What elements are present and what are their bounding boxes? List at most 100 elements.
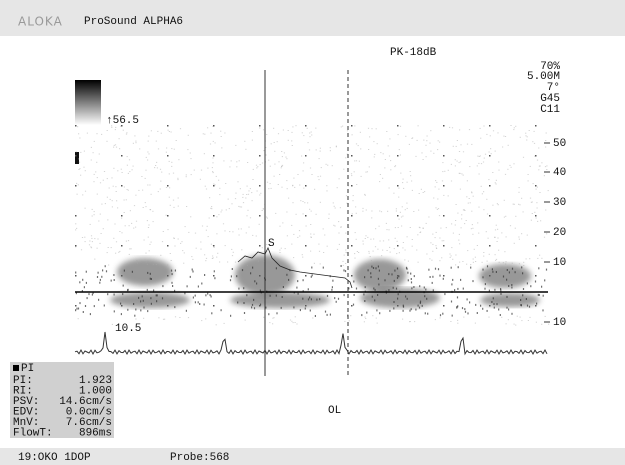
speckle xyxy=(318,250,321,252)
speckle xyxy=(188,231,190,233)
speckle xyxy=(94,238,96,240)
speckle xyxy=(434,186,436,188)
speckle xyxy=(113,274,115,276)
speckle xyxy=(409,171,411,172)
speckle xyxy=(173,148,175,150)
speckle xyxy=(84,241,86,243)
speckle xyxy=(526,136,528,138)
speckle xyxy=(133,303,135,305)
speckle xyxy=(466,143,469,145)
speckle xyxy=(451,314,453,317)
speckle xyxy=(279,249,281,251)
speckle xyxy=(123,186,125,188)
speckle xyxy=(210,132,212,134)
grid-dot xyxy=(167,305,169,307)
speckle xyxy=(548,323,550,325)
speckle xyxy=(191,256,193,258)
speckle xyxy=(147,227,150,228)
grid-dot xyxy=(259,125,261,127)
speckle xyxy=(460,144,462,146)
speckle xyxy=(299,309,301,312)
speckle xyxy=(242,193,244,195)
speckle xyxy=(244,319,246,321)
speckle xyxy=(284,248,286,250)
speckle xyxy=(495,183,497,185)
speckle xyxy=(296,286,298,289)
speckle xyxy=(99,213,101,215)
speckle xyxy=(269,322,271,324)
speckle xyxy=(358,252,360,253)
speckle xyxy=(472,195,474,197)
speckle xyxy=(521,320,523,322)
speckle xyxy=(475,303,477,306)
speckle xyxy=(467,250,469,252)
speckle xyxy=(375,317,377,319)
speckle xyxy=(373,141,375,143)
speckle xyxy=(319,298,321,301)
speckle xyxy=(531,213,533,214)
speckle xyxy=(76,227,78,229)
speckle xyxy=(99,182,102,184)
speckle xyxy=(402,318,404,320)
grid-dot xyxy=(167,185,169,187)
speckle xyxy=(119,231,121,232)
speckle xyxy=(232,251,234,253)
speckle xyxy=(277,184,279,185)
speckle xyxy=(415,308,417,311)
speckle xyxy=(511,284,513,286)
speckle xyxy=(204,274,206,276)
speckle xyxy=(120,168,122,170)
speckle xyxy=(478,156,480,157)
speckle xyxy=(410,281,413,284)
speckle xyxy=(211,258,213,259)
speckle xyxy=(236,161,238,163)
speckle xyxy=(97,238,99,240)
speckle xyxy=(380,152,382,154)
speckle xyxy=(133,205,136,207)
speckle xyxy=(439,237,441,239)
speckle xyxy=(106,130,108,131)
speckle xyxy=(235,144,237,146)
speckle xyxy=(460,278,462,281)
speckle xyxy=(442,277,444,280)
speckle xyxy=(450,180,453,182)
speckle xyxy=(354,257,356,259)
speckle xyxy=(171,148,173,150)
envelope-trace xyxy=(237,247,353,289)
speckle xyxy=(224,132,226,134)
speckle xyxy=(497,204,499,206)
speckle xyxy=(265,147,267,148)
speckle xyxy=(82,278,84,281)
speckle xyxy=(511,267,514,270)
speckle xyxy=(433,152,435,154)
speckle xyxy=(411,239,413,240)
speckle xyxy=(542,294,544,297)
speckle xyxy=(85,270,87,273)
grid-dot xyxy=(75,305,77,307)
speckle xyxy=(371,217,373,219)
speckle xyxy=(343,269,345,272)
speckle xyxy=(207,127,209,129)
speckle xyxy=(443,240,445,242)
speckle xyxy=(256,282,258,285)
speckle xyxy=(102,179,104,181)
speckle xyxy=(521,266,523,269)
speckle xyxy=(489,135,491,137)
speckle xyxy=(281,156,283,158)
speckle xyxy=(354,232,356,234)
speckle xyxy=(129,171,131,173)
speckle xyxy=(293,177,295,179)
speckle xyxy=(311,174,313,175)
speckle xyxy=(280,247,282,249)
speckle xyxy=(442,312,444,315)
speckle xyxy=(472,227,474,229)
speckle xyxy=(326,185,328,187)
speckle xyxy=(474,322,476,324)
speckle xyxy=(142,189,144,191)
speckle xyxy=(123,269,125,272)
speckle xyxy=(394,165,397,167)
speckle xyxy=(165,214,167,216)
speckle xyxy=(111,200,113,202)
speckle xyxy=(145,206,147,208)
speckle xyxy=(109,198,111,200)
